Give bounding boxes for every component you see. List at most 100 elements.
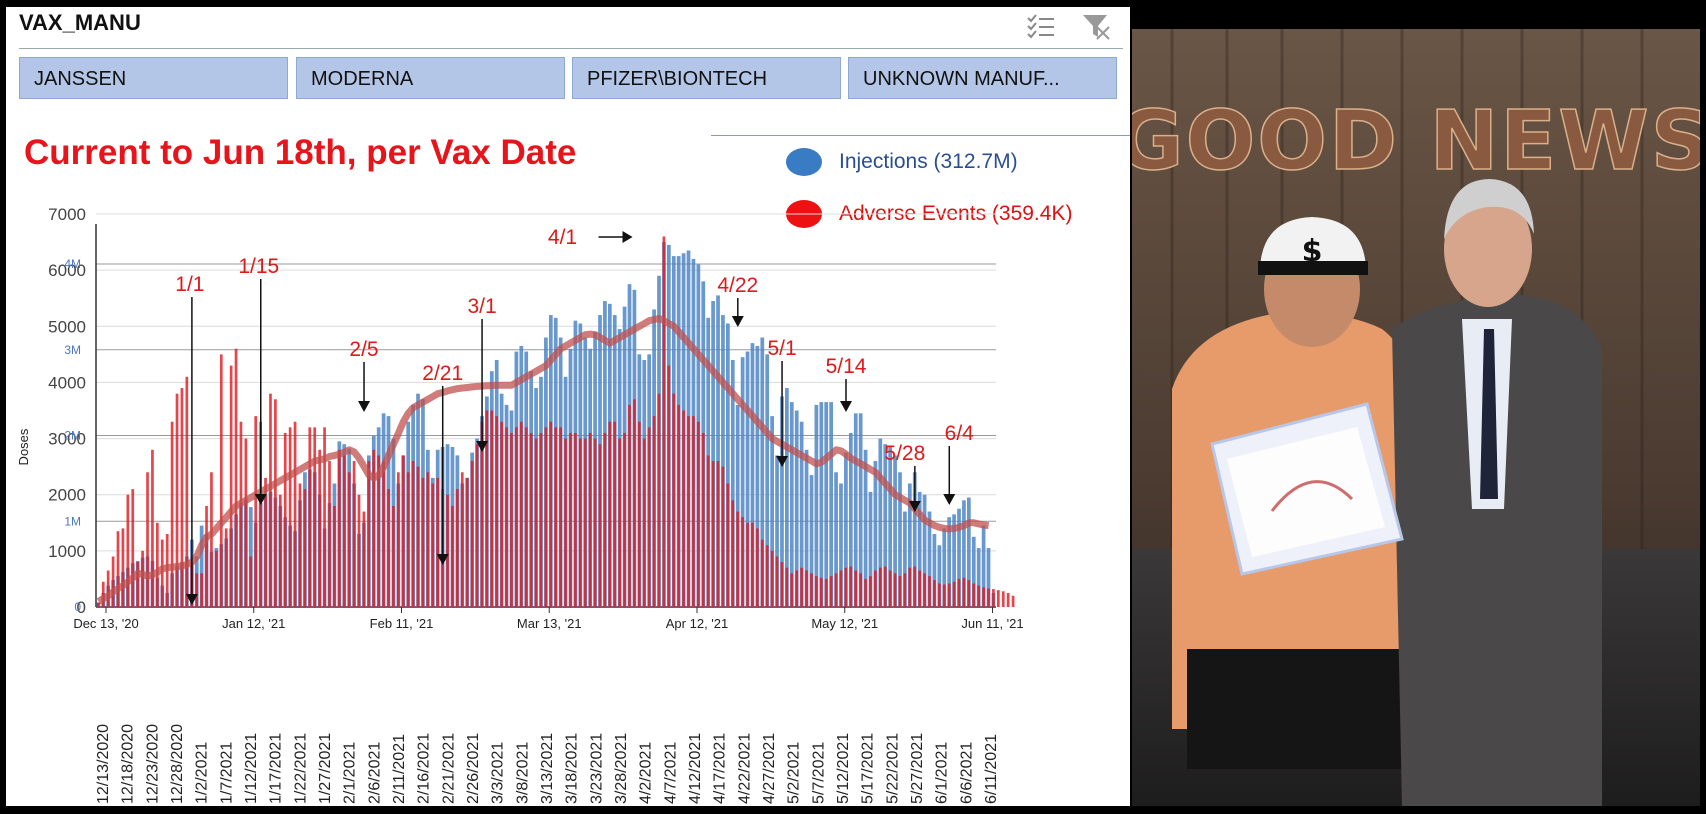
adverse-bar xyxy=(952,581,956,607)
clear-filter-icon[interactable] xyxy=(1081,11,1111,41)
slicer-item-pfizer-biontech[interactable]: PFIZER\BIONTECH xyxy=(572,57,841,99)
adverse-bar xyxy=(593,438,597,607)
photo-two-men-holding-chart-image: GOOD NEWS $ xyxy=(1132,29,1700,806)
x-tick-label-bottom: 2/1/2021 xyxy=(342,742,359,804)
adverse-bar xyxy=(264,477,267,607)
injection-bar xyxy=(962,500,966,607)
legend-injections-label[interactable]: Injections (312.7M) xyxy=(839,150,1018,173)
injection-bar xyxy=(863,449,868,607)
adverse-bar xyxy=(1001,591,1005,607)
adverse-bar xyxy=(421,477,425,607)
x-tick-label-bottom: 3/3/2021 xyxy=(490,742,507,804)
adverse-bar xyxy=(972,583,976,607)
adverse-bar xyxy=(1006,592,1010,607)
x-tick-label-bottom: 3/8/2021 xyxy=(514,742,531,804)
adverse-bar xyxy=(913,566,917,607)
adverse-bar xyxy=(588,432,592,607)
adverse-bar xyxy=(746,522,749,607)
x-tick-label-bottom: 5/12/2021 xyxy=(835,733,852,804)
adverse-bar xyxy=(785,567,789,607)
x-tick-label-bottom: 12/23/2020 xyxy=(144,724,161,804)
adverse-bar xyxy=(819,577,823,607)
adverse-bar xyxy=(333,505,336,607)
annotation-arrowhead xyxy=(840,401,852,412)
annotation-label: 2/5 xyxy=(349,338,378,361)
man-right-figure xyxy=(1392,179,1602,806)
adverse-bar xyxy=(495,416,499,607)
adverse-bar xyxy=(874,570,877,607)
adverse-bar xyxy=(992,589,995,607)
x-tick-label-bottom: 12/18/2020 xyxy=(120,724,137,804)
x-tick-label-bottom: 12/13/2020 xyxy=(95,724,112,804)
adverse-bar xyxy=(160,539,164,607)
x-tick-label-bottom: 4/2/2021 xyxy=(638,742,655,804)
adverse-bar xyxy=(598,444,602,607)
injection-bar xyxy=(765,354,770,607)
injection-bar xyxy=(794,410,799,607)
injection-bar xyxy=(971,536,976,607)
adverse-bar xyxy=(751,522,754,607)
adverse-bar xyxy=(328,461,331,607)
adverse-bar xyxy=(829,576,833,607)
injection-bar xyxy=(809,475,814,607)
annotation-label: 4/1 xyxy=(548,226,577,249)
adverse-bar xyxy=(106,570,110,607)
x-tick-label-bottom: 5/22/2021 xyxy=(884,733,901,804)
x-tick-label-bottom: 4/12/2021 xyxy=(687,733,704,804)
x-tick-label-bottom: 5/2/2021 xyxy=(786,742,803,804)
adverse-bar xyxy=(480,421,484,607)
injection-bar xyxy=(829,402,834,607)
injection-bar xyxy=(804,449,809,607)
slicer-item-unknown-manufacturer[interactable]: UNKNOWN MANUF... xyxy=(848,57,1117,99)
injection-bar xyxy=(789,402,794,607)
x-tick-label-bottom: 6/1/2021 xyxy=(934,742,951,804)
photo-sign-text: GOOD NEWS xyxy=(1132,94,1700,189)
adverse-bar xyxy=(470,461,474,607)
x-tick-label-bottom: 1/2/2021 xyxy=(194,742,211,804)
adverse-bar xyxy=(254,416,258,607)
x-tick-label-bottom: 1/7/2021 xyxy=(218,742,235,804)
legend-divider xyxy=(711,135,1130,136)
annotation-arrowhead xyxy=(622,231,633,243)
y2-tick-label: 1M xyxy=(64,514,81,528)
adverse-bar xyxy=(574,432,577,607)
adverse-bar xyxy=(313,427,317,607)
annotation-label: 5/1 xyxy=(767,337,796,360)
y2-tick-label: 0 xyxy=(74,600,81,614)
adverse-bar xyxy=(716,461,720,607)
x-tick-label-bottom: 5/17/2021 xyxy=(860,733,877,804)
annotation-arrowhead xyxy=(943,494,956,505)
adverse-bar xyxy=(372,449,376,607)
slicer-item-moderna[interactable]: MODERNA xyxy=(296,57,565,99)
adverse-bar xyxy=(318,449,321,607)
adverse-bar xyxy=(859,573,862,607)
injection-bar xyxy=(745,351,750,607)
adverse-bar xyxy=(195,573,199,607)
adverse-bar xyxy=(908,567,912,607)
injection-bar xyxy=(819,402,824,607)
adverse-bar xyxy=(515,427,518,607)
injection-bar xyxy=(730,359,735,607)
annotation-label: 5/14 xyxy=(826,355,867,378)
injection-bar xyxy=(927,511,932,607)
adverse-bar xyxy=(815,576,818,607)
adverse-bar xyxy=(377,455,381,607)
adverse-bar xyxy=(382,461,385,607)
adverse-bar xyxy=(534,438,538,607)
injection-bar xyxy=(834,472,838,607)
adverse-bar xyxy=(977,585,981,607)
adverse-bar xyxy=(933,580,936,607)
slicer-item-janssen[interactable]: JANSSEN xyxy=(19,57,288,99)
adverse-bar xyxy=(692,416,695,607)
injection-bar xyxy=(917,491,922,607)
adverse-bar xyxy=(308,427,312,607)
adverse-bar xyxy=(392,505,395,607)
multi-select-icon[interactable] xyxy=(1026,11,1056,41)
adverse-bar xyxy=(878,567,882,607)
x-tick-label-top: Jan 12, '21 xyxy=(222,616,285,631)
adverse-bar xyxy=(883,566,887,607)
injection-bar xyxy=(883,444,888,607)
adverse-bar xyxy=(96,602,100,607)
injection-bar xyxy=(750,343,755,607)
adverse-bar xyxy=(888,570,892,607)
